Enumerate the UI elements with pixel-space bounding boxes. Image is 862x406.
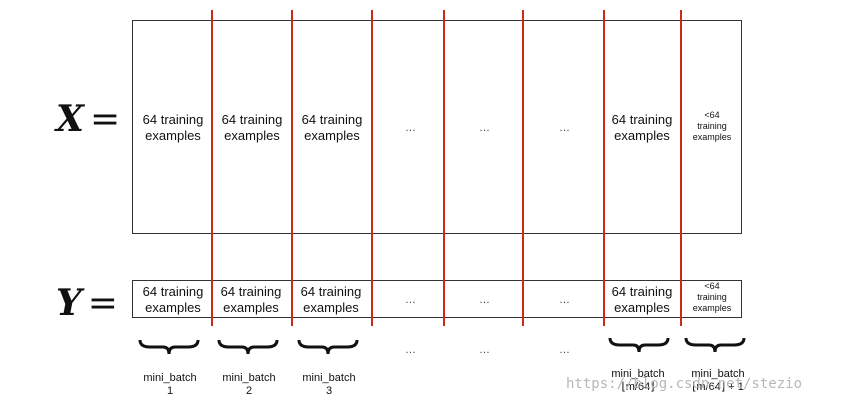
batch-label-8-index: ⌊m/64⌋ + 1 [692, 381, 744, 393]
batch-label-4: … [405, 344, 416, 356]
x-cell-5: … [479, 122, 490, 134]
y-matrix-label: Y = [56, 282, 118, 324]
batch-label-1-name: mini_batch [143, 372, 197, 384]
y-cell-6-text: … [559, 294, 570, 306]
batch-label-5-text: … [479, 344, 490, 356]
y-cell-5: … [479, 294, 490, 306]
x-cell-7: 64 training examples [604, 112, 680, 144]
batch-label-7-index: ⌊m/64⌋ [621, 381, 655, 393]
batch-label-5: … [479, 344, 490, 356]
divider-line-1 [211, 10, 213, 326]
y-cell-4: … [405, 294, 416, 306]
x-cell-3: 64 training examples [293, 112, 371, 144]
divider-line-5 [522, 10, 524, 326]
x-cell-6-text: … [559, 122, 570, 134]
y-cell-6: … [559, 294, 570, 306]
divider-line-6 [603, 10, 605, 326]
divider-line-3 [371, 10, 373, 326]
x-cell-1-text: 64 training examples [142, 112, 204, 143]
watermark: https://blog.csdn.net/stezio [566, 376, 803, 392]
x-cell-2-text: 64 training examples [221, 112, 283, 143]
x-cell-4-text: … [405, 122, 416, 134]
divider-line-7 [680, 10, 682, 326]
batch-label-6: … [559, 344, 570, 356]
divider-line-2 [291, 10, 293, 326]
x-symbol: X [56, 98, 84, 140]
batch-label-8-name: mini_batch [691, 368, 745, 380]
y-cell-7-text: 64 training examples [611, 284, 673, 315]
brace-3-icon [297, 339, 359, 355]
brace-4-icon [608, 337, 670, 353]
batch-label-2: mini_batch 2 [213, 372, 285, 398]
batch-label-7: mini_batch ⌊m/64⌋ [602, 368, 674, 394]
y-cell-1-text: 64 training examples [142, 284, 204, 315]
y-matrix-box [132, 280, 742, 318]
y-equals: = [87, 283, 118, 324]
y-cell-8: <64 training examples [682, 281, 742, 314]
batch-label-1: mini_batch 1 [134, 372, 206, 398]
x-cell-2: 64 training examples [213, 112, 291, 144]
y-cell-2: 64 training examples [212, 284, 290, 316]
x-matrix-label: X = [56, 98, 120, 140]
batch-label-1-index: 1 [166, 385, 174, 397]
y-cell-8-text: <64 training examples [692, 281, 732, 313]
x-cell-1: 64 training examples [134, 112, 212, 144]
y-cell-7: 64 training examples [604, 284, 680, 316]
batch-label-3: mini_batch 3 [293, 372, 365, 398]
x-cell-4: … [405, 122, 416, 134]
y-cell-2-text: 64 training examples [220, 284, 282, 315]
brace-5-icon [684, 337, 746, 353]
x-cell-7-text: 64 training examples [611, 112, 673, 143]
x-cell-5-text: … [479, 122, 490, 134]
y-cell-5-text: … [479, 294, 490, 306]
y-cell-4-text: … [405, 294, 416, 306]
divider-line-4 [443, 10, 445, 326]
x-cell-8-text: <64 training examples [692, 110, 732, 142]
x-matrix-box [132, 20, 742, 234]
batch-label-3-index: 3 [325, 385, 333, 397]
batch-label-8: mini_batch ⌊m/64⌋ + 1 [678, 368, 758, 394]
brace-2-icon [217, 339, 279, 355]
batch-label-7-name: mini_batch [611, 368, 665, 380]
batch-label-6-text: … [559, 344, 570, 356]
batch-label-3-name: mini_batch [302, 372, 356, 384]
y-cell-3-text: 64 training examples [300, 284, 362, 315]
x-cell-3-text: 64 training examples [301, 112, 363, 143]
x-cell-6: … [559, 122, 570, 134]
x-cell-8: <64 training examples [682, 110, 742, 143]
x-equals: = [89, 99, 121, 140]
y-cell-3: 64 training examples [292, 284, 370, 316]
batch-label-2-index: 2 [245, 385, 253, 397]
brace-1-icon [138, 339, 200, 355]
batch-label-2-name: mini_batch [222, 372, 276, 384]
batch-label-4-text: … [405, 344, 416, 356]
y-symbol: Y [56, 282, 82, 324]
y-cell-1: 64 training examples [134, 284, 212, 316]
